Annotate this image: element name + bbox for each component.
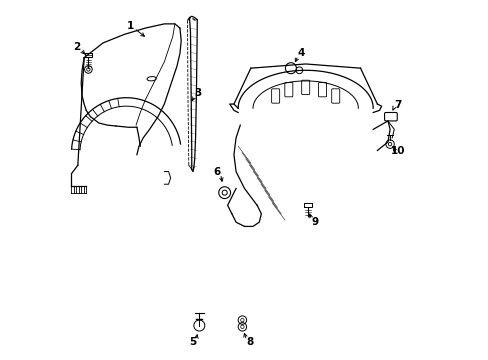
Text: 4: 4 [297,48,305,58]
Text: 8: 8 [246,337,253,347]
Text: 10: 10 [389,146,404,156]
Text: 2: 2 [73,42,81,52]
Text: 6: 6 [213,167,220,176]
Text: 1: 1 [127,21,134,31]
Text: 7: 7 [393,100,401,110]
Text: 5: 5 [188,337,196,347]
Text: 9: 9 [311,217,318,227]
Text: 3: 3 [194,89,201,99]
